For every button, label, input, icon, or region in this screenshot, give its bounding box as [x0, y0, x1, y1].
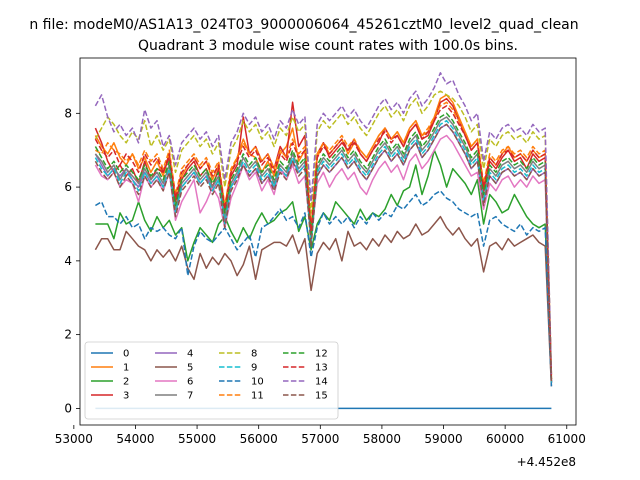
legend-label: 10 [251, 377, 264, 388]
legend-box [84, 341, 339, 420]
axes: 53000 54000 55000 56000 57000 58000 59000 60000… [55, 57, 586, 446]
series-line-14 [94, 72, 553, 376]
legend-label: 13 [315, 363, 328, 374]
series-line-15 [94, 123, 553, 383]
x-tick-label: 59000 [424, 432, 462, 446]
legend-label: 8 [251, 349, 257, 360]
x-tick-label: 60000 [486, 432, 524, 446]
chart-title: Quadrant 3 module wise count rates with … [138, 38, 518, 54]
series-line-5 [94, 215, 553, 387]
legend-label: 4 [187, 349, 193, 360]
series-line-8 [94, 90, 553, 376]
x-tick-label: 61000 [548, 432, 586, 446]
x-tick-label: 53000 [55, 432, 93, 446]
x-tick-label: 55000 [178, 432, 216, 446]
legend-label: 1 [123, 363, 129, 374]
legend-label: 14 [315, 377, 328, 388]
x-offset-label: +4.452e8 [517, 455, 576, 469]
legend-label: 2 [123, 377, 129, 388]
legend-label: 7 [187, 391, 193, 402]
legend-label: 3 [123, 391, 129, 402]
series-line-12 [94, 112, 553, 379]
legend-label: 12 [315, 349, 328, 360]
figure-suptitle: n file: modeM0/AS1A13_024T03_9000006064_… [29, 17, 578, 33]
y-tick-label: 0 [64, 401, 72, 415]
legend-label: 11 [251, 391, 264, 402]
x-tick-label: 57000 [301, 432, 339, 446]
legend-label: 0 [123, 349, 129, 360]
plot-frame [79, 57, 577, 426]
series-line-1 [94, 94, 553, 376]
y-tick-label: 8 [64, 106, 72, 120]
x-tick-label: 54000 [116, 432, 154, 446]
series-line-9 [94, 119, 553, 383]
series-layer [94, 72, 553, 410]
legend-label: 9 [251, 363, 257, 374]
legend-label: 6 [187, 377, 193, 388]
legend-label: 15 [315, 391, 328, 402]
legend-label: 5 [187, 363, 193, 374]
series-line-13 [94, 105, 553, 379]
y-tick-label: 2 [64, 328, 72, 342]
y-tick-label: 4 [64, 254, 72, 268]
series-line-10 [95, 190, 553, 387]
y-tick-label: 6 [64, 180, 72, 194]
x-tick-label: 56000 [240, 432, 278, 446]
x-tick-label: 58000 [363, 432, 401, 446]
